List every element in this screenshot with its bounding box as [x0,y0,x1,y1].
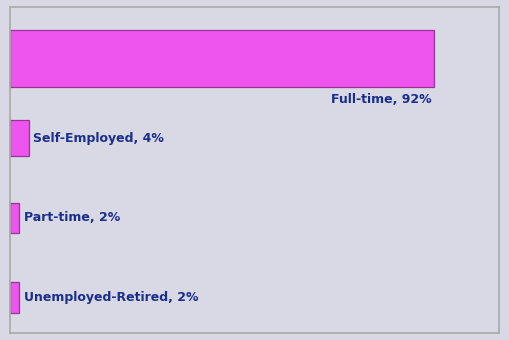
Text: Unemployed-Retired, 2%: Unemployed-Retired, 2% [24,291,199,304]
Bar [10,30,434,87]
Bar [10,282,19,312]
Text: Part-time, 2%: Part-time, 2% [24,211,120,224]
Text: Full-time, 92%: Full-time, 92% [331,93,432,106]
Bar [10,203,19,233]
Bar [10,120,29,156]
Text: Self-Employed, 4%: Self-Employed, 4% [33,132,164,144]
